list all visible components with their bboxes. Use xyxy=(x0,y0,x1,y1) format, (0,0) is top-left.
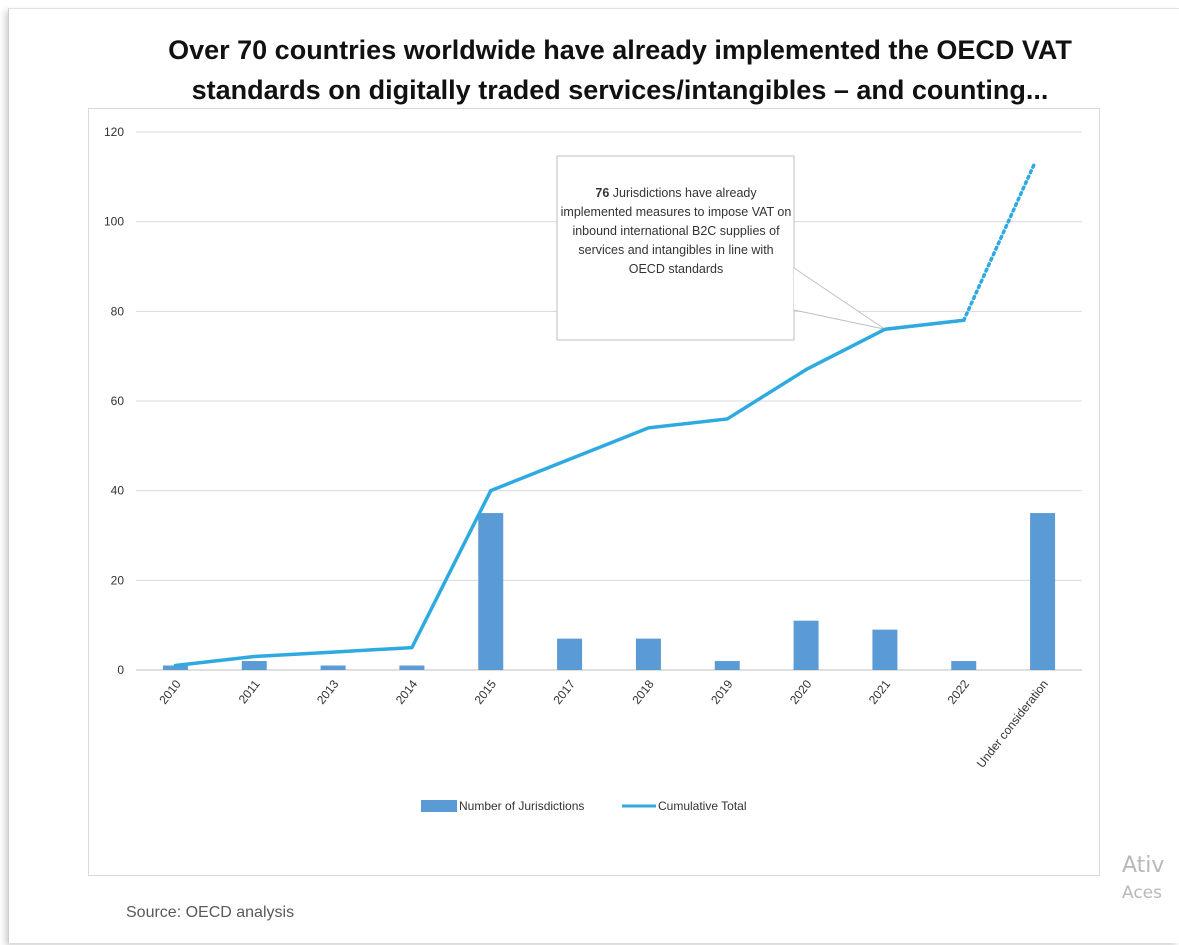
x-tick-label: 2021 xyxy=(866,677,894,707)
x-tick-label: 2013 xyxy=(314,677,342,707)
x-tick-label: 2010 xyxy=(156,677,184,707)
bar xyxy=(162,665,188,670)
bar xyxy=(793,620,819,670)
cumulative-total-line xyxy=(173,318,966,668)
watermark-line-1: Ativ xyxy=(1122,853,1165,878)
y-tick-label: 100 xyxy=(104,215,124,229)
x-tick-label: 2019 xyxy=(708,677,736,707)
legend-swatch-bar xyxy=(421,800,457,812)
y-tick-label: 120 xyxy=(104,125,124,139)
annotation-lead: 76 xyxy=(595,186,610,200)
projection-line xyxy=(962,161,1037,323)
legend-label-bar: Number of Jurisdictions xyxy=(459,799,584,813)
bar xyxy=(399,665,425,670)
x-tick-label: 2011 xyxy=(236,677,263,706)
chart-title: Over 70 countries worldwide have already… xyxy=(168,35,1072,105)
x-tick-label: 2018 xyxy=(629,677,657,707)
y-tick-label: 60 xyxy=(111,394,125,408)
bar xyxy=(320,665,346,670)
bar xyxy=(635,638,661,670)
source-note: Source: OECD analysis xyxy=(126,904,295,921)
bar xyxy=(1030,513,1056,670)
legend-label-line: Cumulative Total xyxy=(658,799,747,813)
bar xyxy=(951,661,977,670)
x-tick-label: 2014 xyxy=(393,677,421,707)
activation-watermark: Ativ Aces xyxy=(1122,852,1164,906)
annotation-box: 76 Jurisdictions have already implemente… xyxy=(560,184,792,279)
y-tick-label: 0 xyxy=(117,663,124,677)
y-tick-label: 40 xyxy=(111,484,125,498)
annotation-box-frame xyxy=(556,155,795,341)
y-tick-label: 20 xyxy=(111,573,125,587)
annotation-callout-pointer xyxy=(793,267,886,330)
y-tick-label: 80 xyxy=(111,304,125,318)
x-tick-label: 2020 xyxy=(787,677,815,707)
x-tick-label: 2017 xyxy=(550,677,578,707)
x-tick-label: Under consideration xyxy=(974,677,1051,770)
x-tick-label: 2015 xyxy=(472,677,500,707)
bar xyxy=(872,629,898,670)
bar xyxy=(241,661,267,670)
bar xyxy=(478,513,504,670)
bar xyxy=(714,661,740,670)
x-tick-label: 2022 xyxy=(945,677,973,707)
watermark-line-2: Aces xyxy=(1122,883,1162,903)
bar xyxy=(557,638,583,670)
annotation-text: Jurisdictions have already implemented m… xyxy=(560,186,792,276)
